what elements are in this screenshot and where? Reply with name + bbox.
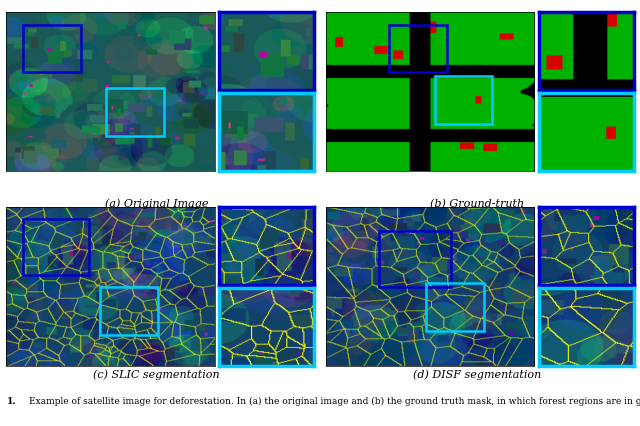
Text: (d) DISF segmentation: (d) DISF segmentation <box>413 368 541 379</box>
Bar <box>23 26 81 73</box>
Bar <box>378 231 451 287</box>
Bar <box>106 89 164 137</box>
Text: Example of satellite image for deforestation. In (a) the original image and (b) : Example of satellite image for deforesta… <box>29 396 640 405</box>
Bar <box>389 26 447 73</box>
Text: (b) Ground-truth: (b) Ground-truth <box>429 198 524 208</box>
Text: (a) Original Image: (a) Original Image <box>105 198 209 209</box>
Bar <box>426 283 484 331</box>
Bar <box>23 220 90 276</box>
Bar <box>435 77 492 124</box>
Text: (c) SLIC segmentation: (c) SLIC segmentation <box>93 368 220 379</box>
Text: 1.: 1. <box>6 396 16 405</box>
Bar <box>100 287 158 335</box>
